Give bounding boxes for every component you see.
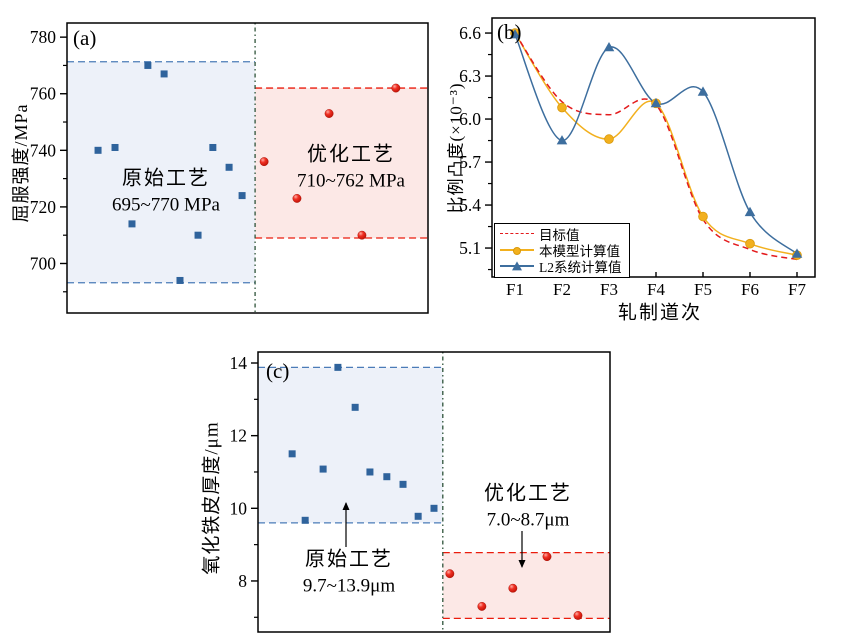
legend-label: 目标值 (539, 228, 580, 243)
panel-c-y-axis-title: 氧化铁皮厚度/μm (201, 421, 223, 575)
svg-text:F3: F3 (600, 280, 618, 299)
annotation-title: 优化工艺 (484, 482, 572, 505)
svg-text:740: 740 (30, 140, 57, 160)
panel-a: 700 720 740 760 780 屈服强度/MPa (a) 原始工艺 695~77… (0, 0, 440, 330)
legend-item-model: 本模型计算值 (500, 242, 622, 259)
svg-text:5.1: 5.1 (459, 238, 481, 258)
svg-text:F7: F7 (788, 280, 806, 299)
panel-b-x-axis-title: 轧制道次 (617, 302, 703, 324)
panel-b-label: (b) (497, 20, 522, 44)
panel-a-plot: 700 720 740 760 780 (30, 22, 429, 314)
svg-text:700: 700 (30, 253, 57, 273)
panel-c-plot: 8 10 12 14 (230, 351, 611, 633)
svg-text:5.4: 5.4 (459, 195, 481, 215)
panel-a-original-process-annotation: 原始工艺 695~770 MPa (112, 166, 220, 219)
dashed-line-swatch (500, 228, 534, 240)
panel-b: 5.1 5.4 5.7 6.0 6.3 6.6 F1 F2 F3 F4 F5 F6 F7 比例凸度(×1… (440, 0, 843, 330)
legend-label: 本模型计算值 (539, 244, 620, 259)
panel-c-original-process-annotation: 原始工艺 9.7~13.9μm (303, 547, 395, 600)
annotation-title: 优化工艺 (307, 143, 395, 166)
annotation-title: 原始工艺 (122, 167, 210, 190)
svg-text:8: 8 (238, 571, 247, 591)
legend-label: L2系统计算值 (539, 260, 622, 275)
svg-text:F6: F6 (741, 280, 759, 299)
panel-a-optimized-process-annotation: 优化工艺 710~762 MPa (297, 142, 405, 195)
svg-text:780: 780 (30, 27, 57, 47)
panel-c-label: (c) (266, 359, 290, 383)
svg-text:6.0: 6.0 (459, 109, 481, 129)
svg-text:F4: F4 (647, 280, 665, 299)
circle-line-swatch (500, 244, 534, 256)
svg-text:F5: F5 (694, 280, 712, 299)
triangle-line-swatch (500, 260, 534, 272)
annotation-range: 7.0~8.7μm (486, 509, 570, 531)
svg-text:F1: F1 (506, 280, 524, 299)
annotation-title: 原始工艺 (305, 548, 393, 571)
svg-text:6.6: 6.6 (459, 23, 481, 43)
annotation-range: 695~770 MPa (112, 194, 220, 216)
panel-b-y-axis-title: 比例凸度(×10⁻³) (446, 82, 466, 214)
legend-item-target: 目标值 (500, 226, 622, 243)
legend-item-l2-system: L2系统计算值 (500, 258, 622, 275)
annotation-range: 9.7~13.9μm (302, 575, 396, 597)
svg-text:5.7: 5.7 (459, 152, 481, 172)
panel-a-y-axis-title: 屈服强度/MPa (11, 103, 31, 223)
panel-c: 8 10 12 14 氧化铁皮厚度/μm (c) 原始工艺 9.7~13.9μm 优化… (0, 330, 843, 644)
legend: 目标值 本模型计算值 L2系统计算值 (494, 223, 630, 278)
svg-text:12: 12 (230, 426, 248, 446)
svg-text:14: 14 (230, 353, 248, 373)
svg-text:10: 10 (230, 498, 248, 518)
svg-text:720: 720 (30, 197, 57, 217)
svg-text:F2: F2 (553, 280, 571, 299)
svg-text:760: 760 (30, 84, 57, 104)
panel-c-optimized-process-annotation: 优化工艺 7.0~8.7μm (484, 481, 572, 534)
panel-a-label: (a) (73, 26, 97, 50)
panel-b-plot: 5.1 5.4 5.7 6.0 6.3 6.6 F1 F2 F3 F4 F5 F6 F7 (459, 17, 816, 299)
svg-text:6.3: 6.3 (459, 66, 481, 86)
annotation-range: 710~762 MPa (297, 170, 405, 192)
